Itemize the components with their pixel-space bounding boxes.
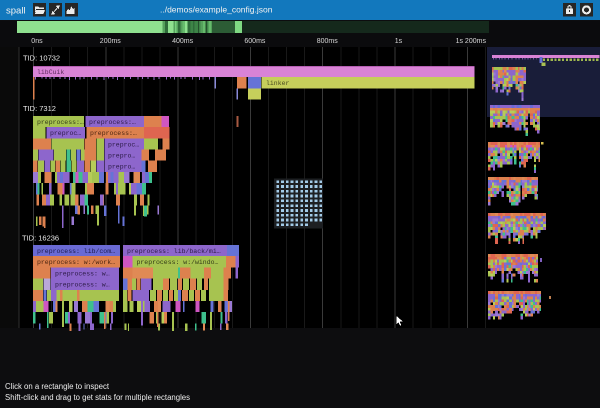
svg-text:preprocess: lib/com…: preprocess: lib/com… <box>37 248 115 255</box>
svg-text:1s: 1s <box>395 38 403 45</box>
svg-text:linker: linker <box>266 80 290 87</box>
svg-text:../demos/example_config.json: ../demos/example_config.json <box>160 5 273 15</box>
svg-text:400ms: 400ms <box>172 38 194 45</box>
svg-text:1s 200ms: 1s 200ms <box>456 38 487 45</box>
svg-text:preprocess: w:/work…: preprocess: w:/work… <box>37 259 115 266</box>
svg-text:prepro…: prepro… <box>108 153 135 160</box>
svg-text:spall: spall <box>6 6 26 17</box>
svg-text:preprocess: lib/back/mi…: preprocess: lib/back/mi… <box>127 248 221 255</box>
svg-text:preprocess: w…: preprocess: w… <box>55 282 110 289</box>
svg-text:200ms: 200ms <box>100 38 122 45</box>
svg-text:Shift-click and drag to get st: Shift-click and drag to get stats for mu… <box>5 393 190 402</box>
svg-text:preprocess:…: preprocess:… <box>89 119 136 126</box>
svg-text:Click on a rectangle to inspec: Click on a rectangle to inspect <box>5 382 110 391</box>
svg-text:TID: 10732: TID: 10732 <box>23 54 60 63</box>
svg-text:preprocess: w:/windo…: preprocess: w:/windo… <box>137 259 219 266</box>
svg-text:preproc…: preproc… <box>108 141 139 148</box>
svg-text:preprocess:…: preprocess:… <box>37 119 84 126</box>
svg-text:preprocess: w…: preprocess: w… <box>55 270 110 277</box>
svg-text:600ms: 600ms <box>244 38 266 45</box>
svg-text:libCuik: libCuik <box>37 69 64 76</box>
svg-text:TID: 16236: TID: 16236 <box>22 234 59 243</box>
svg-text:TID: 7312: TID: 7312 <box>23 104 56 113</box>
svg-text:prepro…: prepro… <box>108 164 135 171</box>
svg-text:0ns: 0ns <box>31 38 43 45</box>
svg-text:800ms: 800ms <box>317 38 339 45</box>
svg-text:preproc…: preproc… <box>50 130 81 137</box>
svg-text:preprocess:…: preprocess:… <box>90 130 137 137</box>
